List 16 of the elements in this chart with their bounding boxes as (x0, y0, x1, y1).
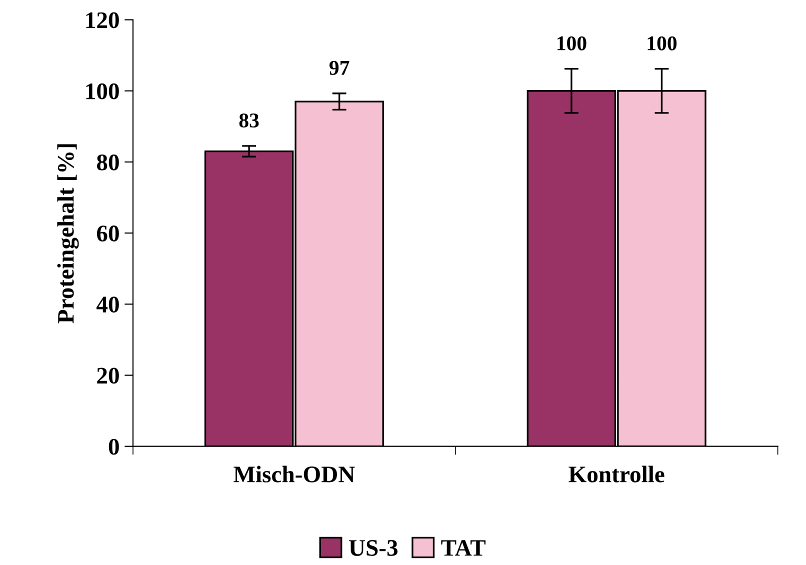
data-label: 83 (239, 113, 259, 128)
y-tick-label: 0 (108, 438, 119, 455)
data-label: 100 (648, 36, 677, 50)
legend-label: US-3 (349, 540, 398, 556)
y-tick-label: 80 (96, 154, 119, 170)
data-label: 100 (558, 36, 586, 50)
y-tick-label: 120 (86, 12, 119, 28)
x-tick-label: Kontrolle (568, 466, 664, 482)
y-tick-label: 20 (97, 368, 119, 384)
y-tick-label: 60 (96, 226, 119, 242)
y-axis-title: Proteingehalt [%] (57, 144, 79, 324)
legend-label: TAT (441, 540, 486, 556)
data-label: 97 (329, 60, 350, 75)
y-tick-label: 100 (86, 83, 119, 100)
x-tick-label: Misch-ODN (234, 466, 355, 482)
y-tick-label: 40 (96, 296, 119, 313)
